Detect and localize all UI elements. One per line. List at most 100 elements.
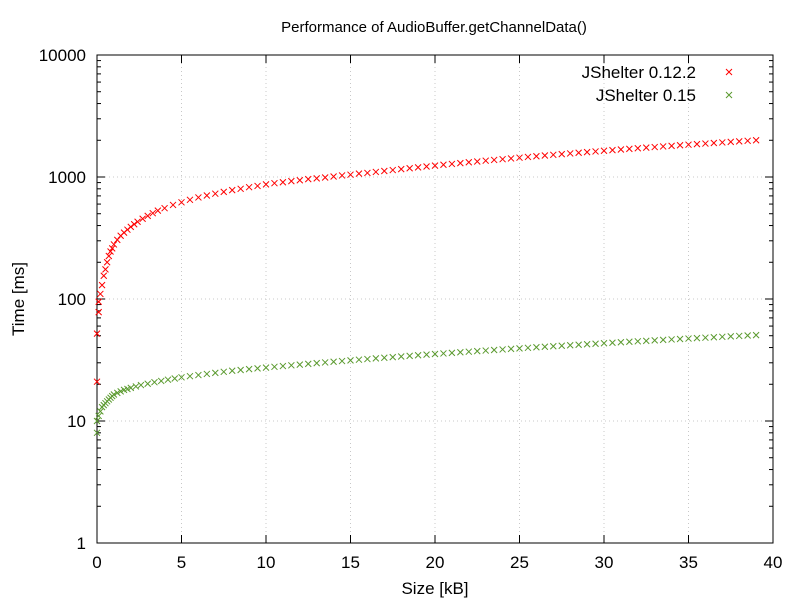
data-point [566, 150, 574, 157]
data-point [157, 377, 165, 385]
data-point [245, 365, 253, 373]
data-point [95, 412, 103, 420]
data-point [651, 337, 659, 344]
data-point [592, 148, 599, 155]
x-tick-label: 30 [595, 553, 614, 572]
data-point [296, 176, 304, 184]
y-tick-label: 1000 [48, 168, 86, 187]
x-tick-label: 15 [341, 553, 360, 572]
data-point [149, 209, 157, 217]
data-point [625, 145, 633, 153]
data-point [752, 331, 760, 339]
legend-marker [725, 68, 733, 76]
legend: JShelter 0.12.2 JShelter 0.15 [582, 63, 733, 105]
data-point [583, 340, 591, 348]
y-tick-label: 10 [67, 412, 86, 431]
data-point [676, 335, 684, 343]
data-point [592, 340, 599, 348]
legend-label-series-1: JShelter 0.12.2 [582, 63, 696, 82]
data-point [93, 378, 101, 386]
data-point [659, 336, 667, 344]
data-point [254, 182, 261, 190]
data-point [313, 359, 321, 367]
data-point [245, 183, 253, 191]
data-point [431, 350, 439, 358]
data-point [465, 158, 473, 166]
data-point [262, 364, 270, 371]
data-point [710, 333, 718, 341]
x-tick-label: 20 [426, 553, 445, 572]
data-point [642, 144, 650, 152]
data-point [718, 139, 726, 146]
y-tick-label: 1 [77, 534, 86, 553]
data-point [600, 339, 608, 347]
data-point [296, 361, 304, 368]
data-point [355, 170, 363, 178]
data-point [211, 369, 219, 377]
data-point [321, 174, 329, 181]
data-point [355, 356, 363, 364]
data-point [220, 368, 228, 376]
data-point [499, 346, 506, 353]
data-point [279, 362, 287, 370]
data-point [130, 220, 138, 228]
data-point [397, 353, 405, 360]
data-point [228, 186, 236, 194]
data-point [211, 190, 219, 198]
data-point [710, 139, 718, 147]
data-point [164, 376, 172, 384]
data-point [625, 338, 633, 346]
data-point [134, 218, 141, 226]
y-tick-label: 10000 [39, 46, 86, 65]
data-point [347, 171, 354, 179]
data-point [110, 241, 118, 248]
data-point [110, 391, 118, 398]
data-point [330, 173, 337, 180]
legend-marker-series-2 [725, 91, 733, 99]
data-point [117, 387, 125, 395]
data-point [113, 236, 121, 244]
data-point [178, 198, 185, 206]
data-point [473, 347, 481, 355]
data-point [575, 149, 583, 157]
data-point [237, 185, 245, 193]
data-point [609, 339, 616, 347]
data-point [609, 146, 616, 154]
data-point [423, 163, 430, 170]
data-point [237, 366, 245, 374]
data-point [668, 336, 675, 343]
data-point [744, 137, 752, 145]
data-point [524, 153, 532, 161]
data-point [744, 332, 752, 339]
data-point [440, 350, 447, 357]
data-point [414, 351, 422, 359]
x-tick-label: 10 [257, 553, 276, 572]
data-point [389, 166, 397, 174]
y-tick-label: 100 [58, 290, 86, 309]
data-point [228, 367, 236, 375]
data-point [113, 389, 121, 397]
data-point [144, 212, 152, 220]
data-point [144, 380, 152, 388]
data-point [186, 196, 194, 204]
x-tick-label: 25 [510, 553, 529, 572]
data-point [406, 352, 414, 360]
grid-lines [97, 55, 773, 543]
data-point [364, 355, 371, 363]
x-tick-label: 35 [679, 553, 698, 572]
data-point [93, 429, 101, 437]
data-point [380, 167, 388, 175]
data-point [575, 341, 583, 349]
data-point [693, 140, 701, 148]
data-point [161, 204, 168, 212]
data-point [685, 335, 692, 342]
data-point [178, 373, 185, 381]
data-point [127, 223, 135, 231]
data-point [132, 383, 140, 390]
data-point [541, 343, 549, 351]
data-point [254, 365, 261, 372]
data-point [499, 155, 506, 163]
data-point [108, 245, 116, 252]
data-point [103, 258, 111, 266]
